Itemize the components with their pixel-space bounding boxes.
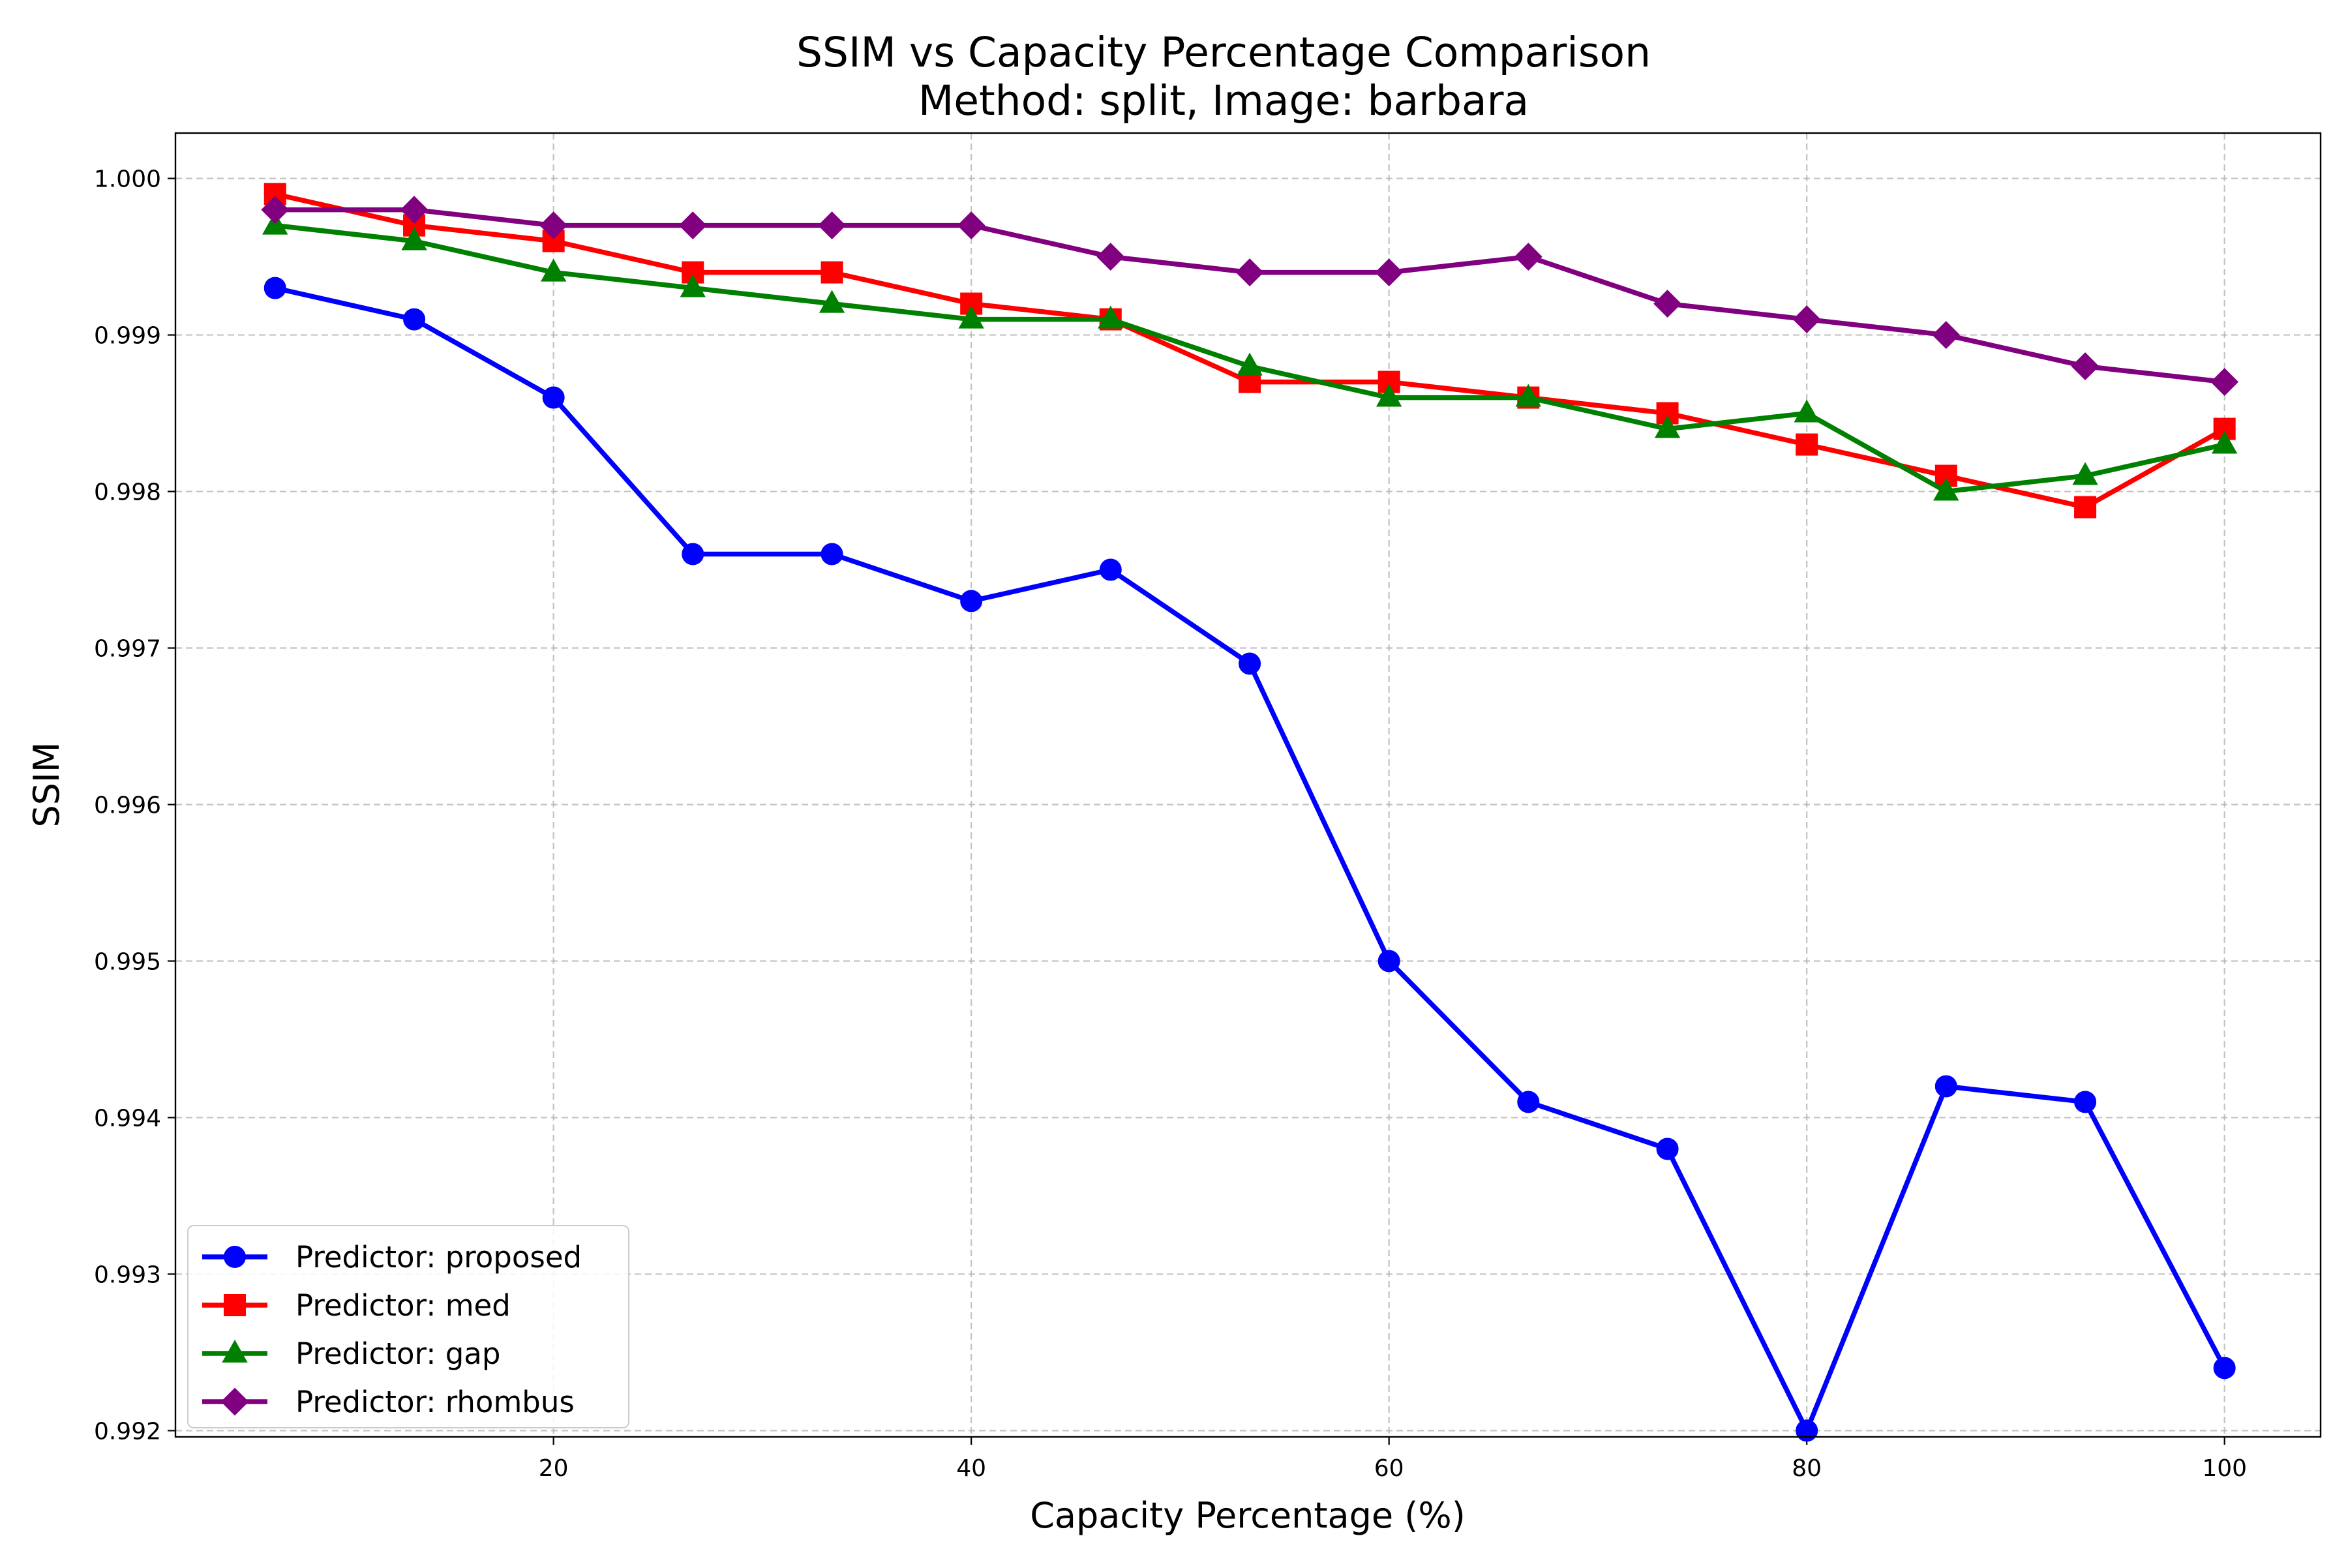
y-tick-label: 0.992 [94,1418,161,1445]
legend-marker [222,1339,248,1363]
data-point-proposed [2074,1091,2097,1113]
y-tick-label: 0.998 [94,479,161,506]
data-point-proposed [263,277,286,299]
y-tick-label: 0.994 [94,1105,161,1132]
legend-label: Predictor: rhombus [295,1385,575,1419]
y-tick-label: 1.000 [94,166,161,193]
data-point-rhombus [1096,243,1125,271]
x-tick-label: 40 [956,1455,986,1482]
data-point-gap [1515,384,1541,407]
x-tick-label: 60 [1374,1455,1404,1482]
data-point-proposed [403,308,426,331]
data-point-rhombus [400,196,429,224]
data-point-rhombus [1235,258,1264,286]
series-gap [262,211,2238,501]
legend-label: Predictor: med [295,1288,511,1323]
data-point-proposed [542,386,565,409]
legend-marker [224,1294,246,1316]
data-point-rhombus [1653,290,1681,318]
x-tick-label: 20 [539,1455,569,1482]
data-point-gap [1237,352,1263,376]
data-point-proposed [960,590,983,612]
data-point-rhombus [539,211,568,240]
data-point-med [1796,433,1818,456]
data-point-gap [1794,399,1820,423]
data-point-gap [540,258,567,282]
legend-marker [220,1387,249,1416]
data-point-proposed [682,543,704,565]
legend-label: Predictor: gap [295,1336,500,1371]
legend-item-gap: Predictor: gap [202,1336,500,1371]
legend-item-med: Predictor: med [202,1288,511,1323]
data-point-gap [2072,462,2098,485]
data-point-rhombus [818,211,846,240]
data-point-gap [1654,415,1681,438]
y-tick-label: 0.996 [94,792,161,819]
data-point-proposed [1934,1075,1957,1098]
legend-label: Predictor: proposed [295,1240,582,1274]
data-point-gap [401,227,427,250]
x-axis-label: Capacity Percentage (%) [1030,1495,1466,1536]
y-tick-label: 0.993 [94,1261,161,1288]
data-point-proposed [1099,558,1122,581]
data-point-proposed [1656,1138,1679,1160]
data-point-rhombus [1792,305,1821,333]
data-point-proposed [1377,950,1400,972]
data-point-rhombus [2071,352,2100,380]
x-tick-label: 100 [2202,1455,2247,1482]
legend-item-proposed: Predictor: proposed [202,1240,582,1274]
y-tick-label: 0.999 [94,323,161,350]
data-point-gap [819,290,845,313]
legend-item-rhombus: Predictor: rhombus [202,1385,575,1419]
data-point-med [1377,370,1400,393]
data-point-rhombus [678,211,707,240]
data-point-proposed [2213,1357,2236,1380]
y-axis-label: SSIM [26,742,67,827]
series-lines [261,183,2239,1442]
legend-marker [224,1246,246,1268]
series-rhombus [261,196,2239,396]
x-tick-label: 80 [1792,1455,1822,1482]
plot-area-frame [174,132,2322,1438]
data-point-rhombus [2210,368,2239,396]
data-point-gap [1933,477,1959,501]
legend: Predictor: proposed Predictor: med Predict… [187,1225,629,1428]
data-point-proposed [1796,1419,1818,1442]
data-point-med [2074,496,2097,519]
data-point-rhombus [1514,243,1543,271]
series-proposed [263,277,2236,1442]
data-point-proposed [820,543,843,565]
y-tick-label: 0.997 [94,636,161,663]
data-point-gap [1098,305,1124,329]
data-point-rhombus [1932,321,1961,349]
data-point-gap [680,274,706,297]
grid [175,133,2321,1437]
data-point-rhombus [261,196,290,224]
data-point-proposed [1517,1091,1540,1113]
data-point-rhombus [1375,258,1404,286]
data-point-gap [1376,384,1402,407]
data-point-med [820,261,843,284]
data-point-rhombus [957,211,986,240]
chart-title: SSIM vs Capacity Percentage Comparison [796,29,1651,76]
y-tick-label: 0.995 [94,948,161,975]
data-point-gap [958,305,984,329]
data-point-proposed [1239,652,1261,675]
legend-box [187,1225,629,1428]
data-point-gap [2211,430,2238,454]
axis-ticks: 20 40 60 80 100 0.992 0.993 0.994 0.995 0.996 0.99… [94,166,2247,1482]
chart-subtitle: Method: split, Image: barbara [918,77,1529,125]
